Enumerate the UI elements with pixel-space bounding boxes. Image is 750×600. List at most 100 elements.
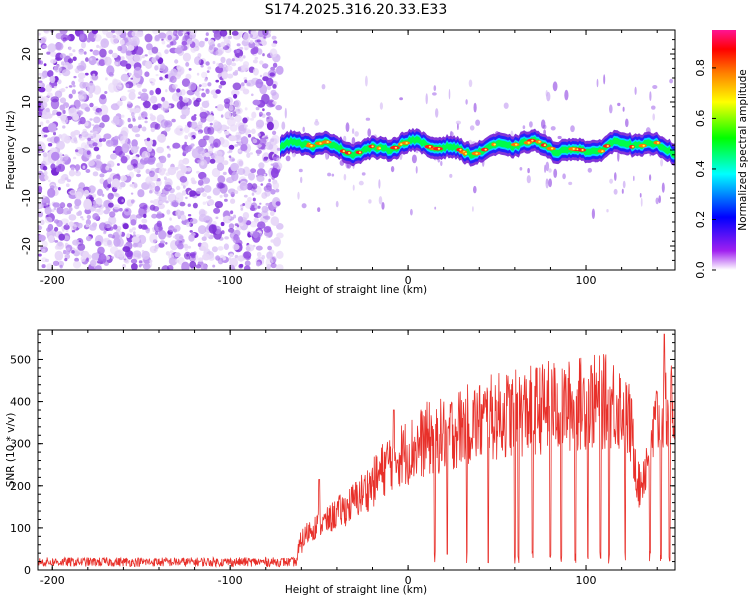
noise-speck [71, 89, 76, 95]
noise-speck [247, 133, 252, 138]
noise-speck [86, 214, 92, 220]
noise-speck [276, 157, 281, 163]
noise-speck [238, 55, 244, 62]
noise-speck [211, 44, 216, 47]
noise-speck [259, 202, 262, 205]
noise-speck [150, 127, 155, 133]
noise-speck [62, 228, 65, 232]
noise-speck [127, 174, 130, 177]
noise-speck [170, 68, 178, 77]
noise-speck [77, 110, 84, 116]
noise-speck [201, 88, 205, 91]
noise-speck [165, 251, 171, 256]
noise-speck [104, 56, 112, 66]
noise-speck [120, 73, 129, 82]
noise-speck [259, 84, 268, 95]
signal-scatter [651, 105, 656, 110]
noise-speck [230, 162, 240, 171]
noise-speck [89, 102, 94, 108]
signal-scatter [315, 118, 318, 123]
signal-scatter [543, 129, 546, 136]
signal-scatter [473, 102, 477, 113]
signal-scatter [425, 93, 428, 105]
noise-speck [68, 47, 72, 51]
signal-scatter [455, 120, 461, 125]
noise-speck [64, 177, 69, 181]
noise-speck [68, 85, 73, 88]
noise-speck [73, 156, 77, 160]
noise-speck [42, 165, 48, 171]
noise-speck [43, 170, 48, 176]
noise-speck [47, 188, 56, 198]
signal-scatter [381, 202, 385, 210]
noise-speck [166, 145, 170, 149]
y-tick-label: -10 [20, 189, 33, 207]
noise-speck [256, 175, 265, 183]
signal-hotspot [656, 141, 660, 144]
signal-scatter [503, 102, 509, 109]
x-tick-label: 0 [405, 574, 412, 587]
noise-speck [181, 190, 187, 196]
noise-speck [103, 133, 112, 140]
noise-speck [243, 77, 248, 81]
noise-speck [58, 187, 61, 191]
noise-speck [90, 70, 98, 77]
noise-speck [104, 91, 108, 94]
noise-speck [167, 193, 177, 203]
signal-hotspot [437, 147, 441, 150]
noise-speck [200, 64, 204, 68]
noise-speck [105, 139, 114, 147]
noise-speck [113, 224, 118, 230]
noise-speck [131, 199, 135, 204]
noise-speck [205, 61, 210, 66]
y-tick-label: 400 [10, 396, 31, 409]
noise-speck [207, 66, 212, 70]
noise-speck [122, 264, 126, 268]
x-tick-label: -100 [218, 274, 243, 287]
noise-speck [40, 104, 44, 110]
noise-speck [120, 95, 127, 102]
noise-speck [47, 43, 57, 53]
noise-speck [226, 216, 231, 220]
noise-speck [112, 79, 122, 87]
noise-speck [49, 185, 55, 190]
noise-speck [232, 243, 240, 251]
noise-speck [256, 221, 266, 229]
noise-speck [42, 44, 48, 49]
noise-speck [57, 79, 62, 85]
noise-speck [84, 121, 89, 127]
noise-speck [130, 112, 135, 117]
noise-speck [197, 159, 202, 164]
noise-speck [72, 260, 82, 269]
noise-speck [92, 201, 96, 205]
noise-speck [254, 205, 258, 209]
noise-speck [73, 84, 76, 88]
signal-scatter [472, 206, 474, 212]
noise-speck [198, 213, 208, 222]
noise-speck [272, 130, 277, 135]
noise-speck [110, 34, 119, 45]
noise-speck [272, 84, 277, 89]
noise-speck [152, 206, 160, 212]
noise-speck [231, 89, 240, 97]
noise-speck [76, 211, 81, 216]
noise-speck [125, 83, 130, 88]
noise-speck [131, 263, 138, 270]
noise-speck [169, 75, 177, 83]
noise-speck [249, 39, 254, 44]
noise-speck [234, 190, 239, 195]
noise-speck [96, 44, 100, 49]
y-tick-label: 0 [20, 147, 33, 154]
noise-speck [98, 111, 102, 116]
noise-speck [105, 165, 110, 171]
signal-scatter [640, 197, 643, 207]
noise-speck [54, 42, 64, 51]
noise-speck [205, 32, 209, 36]
noise-speck [144, 60, 153, 69]
spectrogram-y-ticks: 20 10 0 -10 -20 [20, 29, 675, 271]
noise-speck [272, 62, 278, 68]
noise-speck [95, 208, 99, 213]
noise-speck [244, 79, 248, 84]
